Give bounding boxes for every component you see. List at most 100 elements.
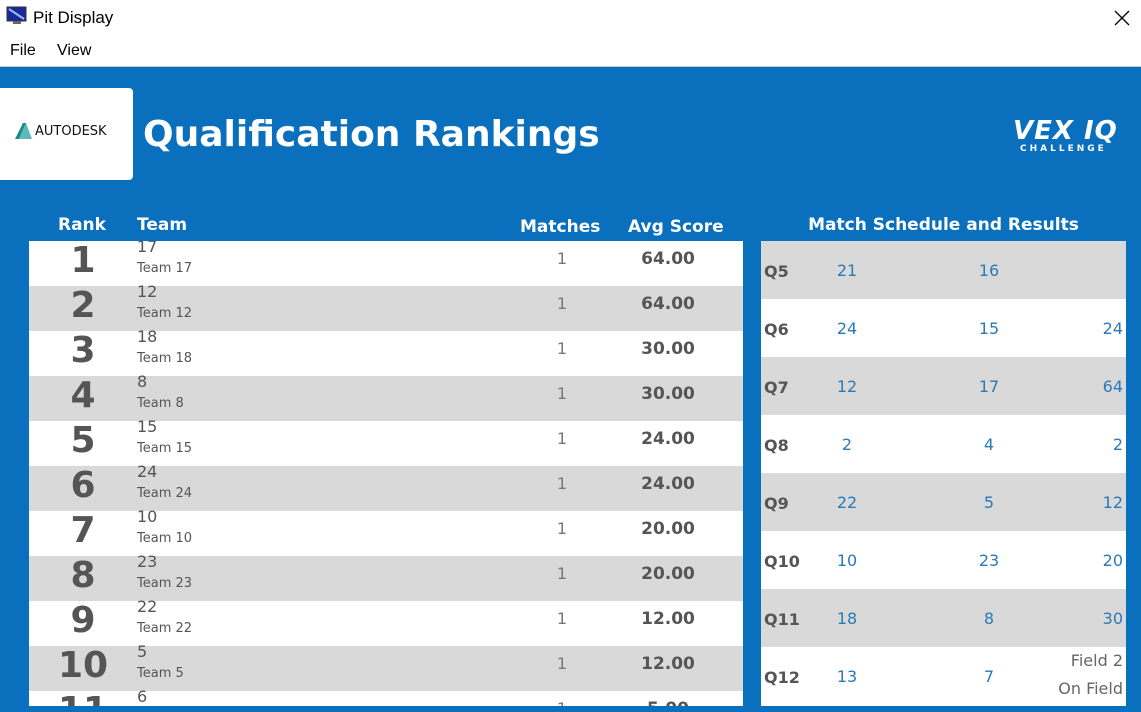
- team-name: Team 5: [137, 666, 184, 681]
- app-icon: [6, 6, 27, 24]
- rank: 1: [70, 241, 96, 281]
- match-row: Q7 12 17 64: [761, 357, 1126, 415]
- team-name: Team 12: [137, 306, 193, 321]
- match-id: Q11: [764, 610, 800, 629]
- window-title: Pit Display: [33, 8, 114, 27]
- match-status: Field 2: [1070, 651, 1123, 670]
- red-team: 13: [836, 667, 858, 686]
- team-name: Team 10: [137, 531, 193, 546]
- avg-score: 30.00: [641, 384, 695, 404]
- matches: 1: [556, 564, 568, 583]
- sponsor-logo: AUTODESK: [0, 88, 133, 180]
- menu-item[interactable]: View: [57, 42, 92, 59]
- rank: 6: [70, 465, 96, 506]
- red-team: 12: [836, 377, 858, 396]
- red-team: 21: [836, 261, 858, 280]
- avg-score: 12.00: [641, 654, 695, 674]
- red-team: 24: [836, 319, 858, 338]
- rank: 7: [70, 510, 96, 551]
- title-bar: Pit Display: [0, 0, 1141, 36]
- match-id: Q10: [764, 552, 800, 571]
- avg-score: 30.00: [641, 339, 695, 359]
- matches: 1: [556, 384, 568, 403]
- menu-bar: File View: [0, 36, 1141, 67]
- matches: 1: [556, 519, 568, 538]
- vex-logo-sub: CHALLENGE: [1020, 144, 1107, 154]
- ranking-row: 5 15 Team 15 1 24.00: [29, 417, 743, 466]
- rank: 5: [70, 420, 96, 461]
- team-name: Team 15: [137, 441, 193, 456]
- ranking-row: 1 17 Team 17 1 64.00: [29, 241, 743, 286]
- ranking-row: 7 10 Team 10 1 20.00: [29, 507, 743, 556]
- team-number: 22: [137, 597, 158, 616]
- rank: 4: [70, 375, 96, 416]
- rank: 2: [70, 285, 96, 326]
- team-number: 18: [137, 327, 158, 346]
- team-number: 15: [137, 417, 158, 436]
- match-row: Q12 13 7 Field 2 On Field: [761, 647, 1126, 705]
- team-number: 10: [137, 507, 158, 526]
- menu-item[interactable]: File: [10, 42, 36, 59]
- avg-score: 24.00: [641, 429, 695, 449]
- match-id: Q8: [764, 436, 789, 455]
- rank: 8: [70, 555, 96, 596]
- ranking-row: 10 5 Team 5 1 12.00: [29, 642, 743, 691]
- team-name: Team 17: [137, 261, 193, 276]
- match-id: Q12: [764, 668, 800, 687]
- matches: 1: [556, 429, 568, 448]
- ranking-row: 9 22 Team 22 1 12.00: [29, 597, 743, 646]
- blue-team: 4: [983, 435, 995, 454]
- team-name: Team 18: [137, 351, 193, 366]
- match-score: 30: [1102, 609, 1123, 628]
- team-name: Team 8: [137, 396, 184, 411]
- match-row: Q5 21 16: [761, 241, 1126, 299]
- team-name: Team 22: [137, 621, 193, 636]
- matches: 1: [512, 699, 612, 706]
- blue-team: 23: [978, 551, 1000, 570]
- matches: 1: [556, 654, 568, 673]
- match-id: Q9: [764, 494, 789, 513]
- blue-team: 7: [983, 667, 995, 686]
- page-title: Qualification Rankings: [143, 114, 600, 155]
- match-score: 64: [1102, 377, 1123, 396]
- avg-score: 5.00: [618, 699, 718, 706]
- match-id: Q6: [764, 320, 789, 339]
- ranking-row: 8 23 Team 23 1 20.00: [29, 552, 743, 601]
- ranking-row: 116 1 5.00: [29, 687, 743, 706]
- team-number: 8: [137, 372, 148, 391]
- avg-score: 64.00: [641, 249, 695, 269]
- blue-team: 5: [983, 493, 995, 512]
- ranking-row: 3 18 Team 18 1 30.00: [29, 327, 743, 376]
- team-number: 6: [137, 687, 148, 706]
- match-score: 12: [1102, 493, 1123, 512]
- match-row: Q11 18 8 30: [761, 589, 1126, 647]
- matches: 1: [556, 474, 568, 493]
- vex-logo: VEX IQ: [1013, 116, 1118, 146]
- matches: 1: [556, 249, 568, 268]
- team-number: 5: [137, 642, 148, 661]
- red-team: 2: [841, 435, 853, 454]
- blue-team: 8: [983, 609, 995, 628]
- avg-score: 64.00: [641, 294, 695, 314]
- sponsor-icon: [15, 123, 32, 139]
- ranking-row: 4 8 Team 8 1 30.00: [29, 372, 743, 421]
- blue-team: 16: [978, 261, 1000, 280]
- column-header: Team: [137, 215, 188, 235]
- match-score: 2: [1112, 435, 1123, 454]
- column-header: Rank: [58, 215, 106, 235]
- rank: 11: [29, 690, 137, 706]
- avg-score: 24.00: [641, 474, 695, 494]
- team-number: 24: [137, 462, 158, 481]
- team-number: 17: [137, 241, 158, 256]
- match-status: On Field: [1058, 679, 1123, 698]
- avg-score: 20.00: [641, 564, 695, 584]
- match-score: 24: [1102, 319, 1123, 338]
- blue-team: 17: [978, 377, 1000, 396]
- close-button[interactable]: [1112, 8, 1132, 28]
- matches: 1: [556, 609, 568, 628]
- avg-score: 12.00: [641, 609, 695, 629]
- blue-team: 15: [978, 319, 1000, 338]
- schedule-table: Q5 21 16 Q6 24 15 24 Q7 12 17 64 Q8 2 4 2 Q9 22 5 12 Q10 10 2…: [761, 241, 1126, 706]
- column-header: Matches: [520, 217, 601, 237]
